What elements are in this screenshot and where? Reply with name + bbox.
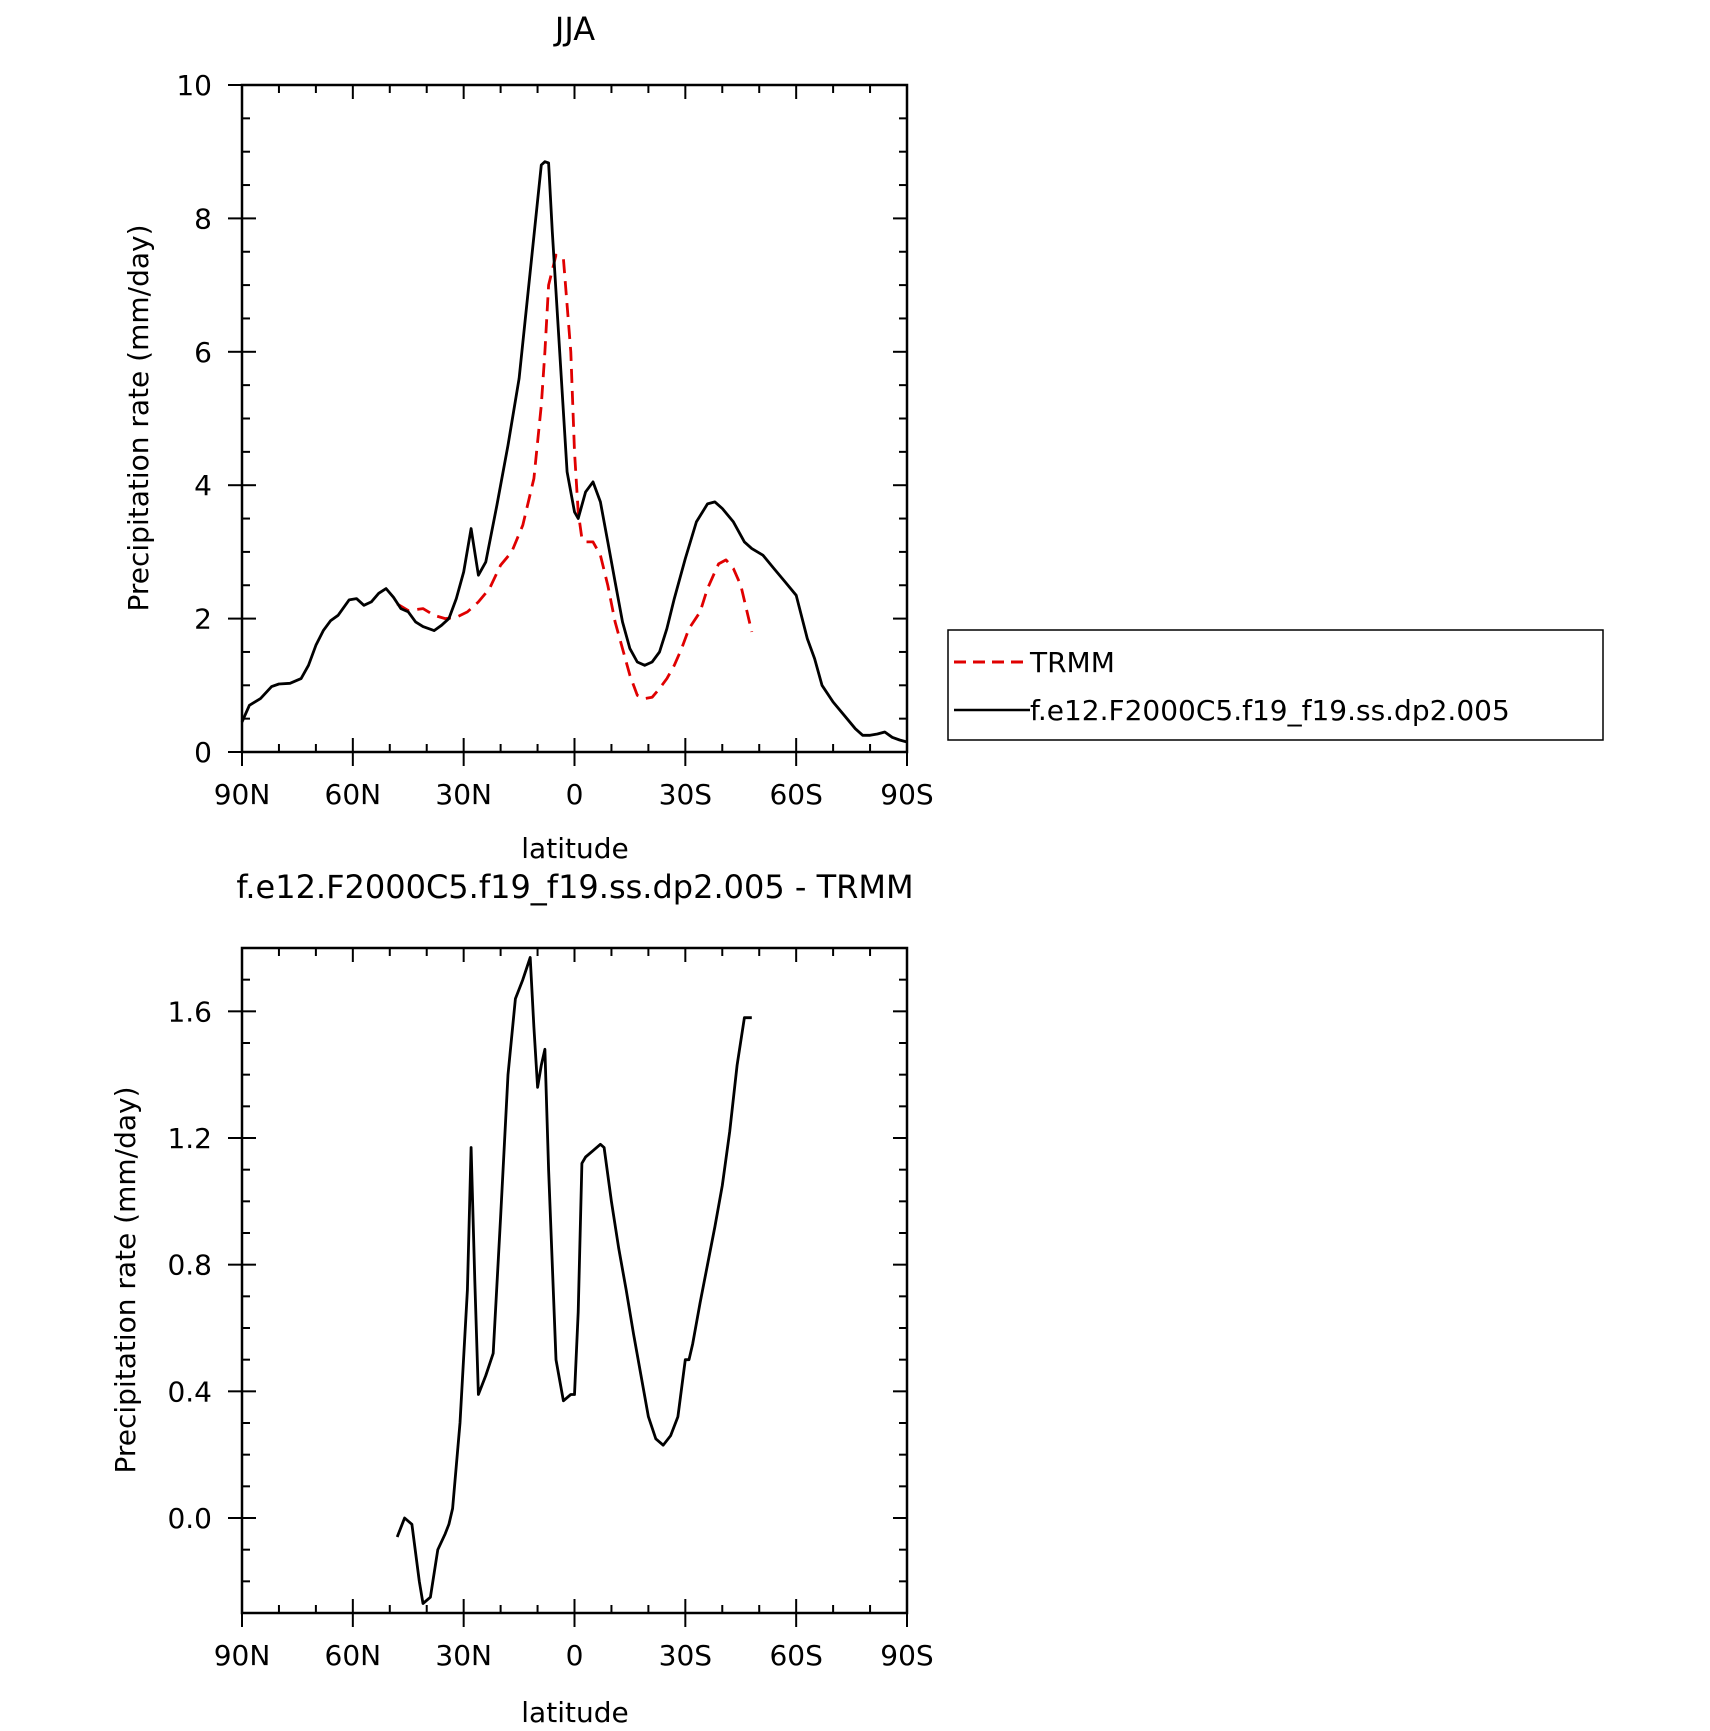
top-chart-legend: TRMM f.e12.F2000C5.f19_f19.ss.dp2.005 (947, 629, 1604, 741)
bottom-x-tick-label: 90S (880, 1639, 933, 1672)
top-x-tick-label: 90N (214, 778, 271, 811)
bottom-x-tick-label: 0 (566, 1639, 584, 1672)
top-chart-series (240, 160, 908, 744)
bottom-chart-y-axis-label: Precipitation rate (mm/day) (109, 1086, 142, 1473)
bottom-x-tick-label: 60S (769, 1639, 822, 1672)
top-x-tick-label: 60S (769, 778, 822, 811)
legend-box (947, 629, 1604, 741)
top-x-tick-label: 90S (880, 778, 933, 811)
top-series-line-1 (240, 160, 908, 744)
legend-entry-model: f.e12.F2000C5.f19_f19.ss.dp2.005 (1030, 694, 1510, 727)
bottom-chart-title: f.e12.F2000C5.f19_f19.ss.dp2.005 - TRMM (236, 868, 913, 906)
top-x-tick-label: 0 (566, 778, 584, 811)
top-x-tick-label: 30S (659, 778, 712, 811)
bottom-x-tick-label: 60N (325, 1639, 382, 1672)
top-y-tick-label: 8 (194, 202, 212, 235)
bottom-x-tick-label: 90N (214, 1639, 271, 1672)
top-chart-x-axis-label: latitude (521, 832, 628, 865)
bottom-y-tick-label: 0.0 (167, 1502, 212, 1535)
top-chart-panel: JJA latitude Precipitation rate (mm/day)… (122, 10, 1604, 865)
bottom-chart-x-axis-label: latitude (521, 1696, 628, 1729)
legend-entry-trmm: TRMM (1029, 646, 1115, 679)
bottom-chart-panel: f.e12.F2000C5.f19_f19.ss.dp2.005 - TRMM … (109, 868, 934, 1729)
bottom-x-tick-label: 30N (435, 1639, 492, 1672)
bottom-y-tick-label: 0.4 (167, 1375, 212, 1408)
bottom-chart-series (395, 956, 752, 1605)
bottom-x-tick-label: 30S (659, 1639, 712, 1672)
top-series-line-0 (396, 253, 754, 700)
top-y-tick-label: 2 (194, 603, 212, 636)
top-chart-y-axis-label: Precipitation rate (mm/day) (122, 224, 155, 611)
top-y-tick-label: 0 (194, 736, 212, 769)
top-x-tick-label: 60N (325, 778, 382, 811)
top-chart-frame (240, 83, 909, 754)
bottom-y-tick-label: 1.6 (167, 995, 212, 1028)
bottom-series-line-0 (395, 956, 752, 1605)
top-y-tick-label: 10 (176, 69, 212, 102)
bottom-y-tick-label: 1.2 (167, 1122, 212, 1155)
bottom-chart-frame (240, 946, 909, 1615)
top-chart-title: JJA (553, 10, 595, 48)
top-y-tick-label: 4 (194, 469, 212, 502)
bottom-chart-axes: 90N 60N 30N 0 30S 60S 90S 0.0 0.4 0.8 1.2 1.6 (167, 947, 934, 1672)
top-x-tick-label: 30N (435, 778, 492, 811)
bottom-y-tick-label: 0.8 (167, 1249, 212, 1282)
top-y-tick-label: 6 (194, 336, 212, 369)
top-chart-axes: 90N 60N 30N 0 30S 60S 90S 0 2 4 6 8 10 (176, 69, 933, 811)
